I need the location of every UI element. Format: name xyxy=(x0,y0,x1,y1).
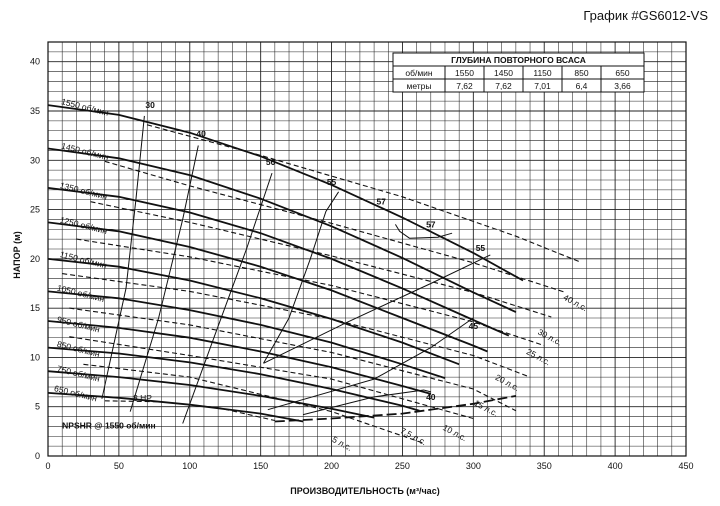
axes: 0 50 100 150 200 250 300 350 400 450 0 5 10 15 20 25 30 3… xyxy=(30,57,694,471)
speed-curve-label: 850 об/мин xyxy=(56,339,101,359)
table-cell: метры xyxy=(406,81,431,91)
speed-curve xyxy=(47,258,460,366)
efficiency-line xyxy=(267,317,474,411)
efficiency-line xyxy=(129,145,199,412)
speed-curve xyxy=(47,346,420,412)
speed-curve-label: 1350 об/мин xyxy=(59,180,109,202)
efficiency-label: 40 xyxy=(426,392,436,402)
efficiency-line xyxy=(394,224,453,239)
speed-curve xyxy=(47,320,432,395)
speed-curve-label: 1050 об/мин xyxy=(56,283,106,305)
efficiency-label: 57 xyxy=(376,197,386,207)
table-cell: 3,66 xyxy=(614,81,631,91)
speed-curve-label: 650 об/мин xyxy=(53,383,98,403)
hp-label: 3 HP xyxy=(133,393,152,403)
table-cell: 7,62 xyxy=(456,81,473,91)
table-cell: об/мин xyxy=(405,68,433,78)
power-label: 25 л.с. xyxy=(525,346,552,367)
x-tick-label: 0 xyxy=(45,461,50,471)
x-tick-label: 400 xyxy=(608,461,623,471)
power-line xyxy=(69,336,474,420)
speed-curve xyxy=(47,147,517,313)
efficiency-label: 50 xyxy=(266,157,276,167)
npshr-curve xyxy=(274,395,517,423)
power-line xyxy=(76,238,545,347)
efficiency-line xyxy=(263,191,340,364)
speed-curve xyxy=(47,370,375,419)
power-label: 10 л.с. xyxy=(441,422,468,443)
power-line xyxy=(104,160,566,293)
y-tick-label: 10 xyxy=(30,352,40,362)
table-cell: 650 xyxy=(615,68,629,78)
x-tick-label: 200 xyxy=(324,461,339,471)
y-tick-label: 15 xyxy=(30,303,40,313)
table-frame xyxy=(392,52,645,93)
efficiency-line xyxy=(303,389,431,416)
table-cell: 7,62 xyxy=(495,81,512,91)
table-cell: 7,01 xyxy=(534,81,551,91)
x-tick-label: 250 xyxy=(395,461,410,471)
power-label: 40 л.с. xyxy=(562,292,589,313)
power-label: 7,5 л.с. xyxy=(399,425,429,447)
efficiency-line xyxy=(101,115,145,399)
speed-curve-label: 1250 об/мин xyxy=(59,215,109,237)
efficiency-label: 45 xyxy=(469,321,479,331)
y-tick-label: 5 xyxy=(35,402,40,412)
efficiency-label: 30 xyxy=(145,100,155,110)
power-label: 20 л.с. xyxy=(494,372,521,393)
x-tick-label: 450 xyxy=(678,461,693,471)
power-label: 5 л.с. xyxy=(331,434,354,453)
table-cell: 850 xyxy=(574,68,588,78)
x-tick-label: 150 xyxy=(253,461,268,471)
npshr-label: NPSHR @ 1550 об/мин xyxy=(62,420,156,430)
speed-curve-label: 1150 об/мин xyxy=(59,249,108,270)
efficiency-label: 55 xyxy=(327,177,337,187)
speed-curve-label: 1550 об/мин xyxy=(60,96,110,118)
speed-curve-label: 1450 об/мин xyxy=(60,141,110,163)
chart-title: График #GS6012-VS xyxy=(583,8,708,23)
power-line xyxy=(147,124,580,263)
efficiency-label: 57 xyxy=(426,219,436,229)
x-tick-label: 300 xyxy=(466,461,481,471)
speed-curves xyxy=(47,104,524,423)
y-tick-label: 30 xyxy=(30,155,40,165)
speed-curve xyxy=(47,104,524,282)
power-line xyxy=(90,201,552,318)
x-tick-label: 350 xyxy=(537,461,552,471)
table-title: ГЛУБИНА ПОВТОРНОГО ВСАСА xyxy=(451,55,586,65)
x-tick-label: 100 xyxy=(182,461,197,471)
x-axis-label: ПРОИЗВОДИТЕЛЬНОСТЬ (м³/час) xyxy=(290,486,439,496)
efficiency-label: 40 xyxy=(196,129,206,139)
x-tick-label: 50 xyxy=(114,461,124,471)
y-tick-label: 25 xyxy=(30,205,40,215)
efficiency-line xyxy=(182,172,273,424)
suction-lift-table: ГЛУБИНА ПОВТОРНОГО ВСАСА об/мин метры 1550 7… xyxy=(392,52,645,93)
power-line xyxy=(69,307,517,412)
npshr-curve-group xyxy=(274,395,517,423)
table-cell: 1550 xyxy=(455,68,474,78)
table-cell: 1450 xyxy=(494,68,513,78)
y-tick-label: 0 xyxy=(35,451,40,461)
y-tick-label: 40 xyxy=(30,57,40,67)
speed-curve xyxy=(47,187,510,337)
plot-border xyxy=(47,41,687,457)
power-line xyxy=(83,363,424,444)
y-axis-label: НАПОР (м) xyxy=(12,231,22,279)
efficiency-label: 55 xyxy=(476,243,486,253)
y-tick-label: 35 xyxy=(30,106,40,116)
table-cell: 1150 xyxy=(533,68,552,78)
speed-curve-label: 750 об/мин xyxy=(56,363,101,383)
speed-curve-label: 950 об/мин xyxy=(56,314,101,334)
speed-curve xyxy=(47,221,488,353)
table-cell: 6,4 xyxy=(576,81,588,91)
speed-curve xyxy=(47,392,304,423)
efficiency-lines xyxy=(101,115,491,424)
efficiency-line xyxy=(263,254,491,364)
y-tick-label: 20 xyxy=(30,254,40,264)
speed-curve xyxy=(47,290,446,379)
